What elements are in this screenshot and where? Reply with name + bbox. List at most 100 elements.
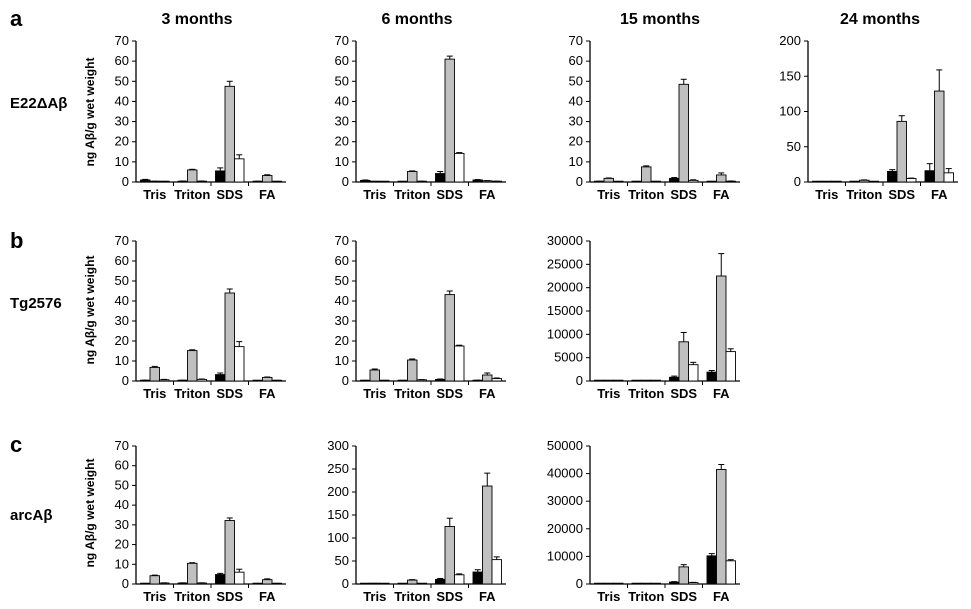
- x-tick-label: FA: [259, 187, 276, 202]
- bar-series-1: [360, 179, 371, 183]
- bar-series-2: [224, 520, 235, 585]
- x-tick-label: FA: [713, 187, 730, 202]
- column-header-3-months: 3 months: [161, 11, 232, 28]
- y-tick-label: 60: [115, 253, 129, 268]
- x-tick-label: Triton: [394, 187, 430, 202]
- y-tick-label: 10: [335, 154, 349, 169]
- bar-series-1: [669, 376, 680, 382]
- bar-series-2: [716, 174, 727, 183]
- bar-series-3: [234, 346, 245, 382]
- x-tick-label: Tris: [143, 589, 166, 604]
- x-tick-label: SDS: [670, 187, 697, 202]
- x-tick-label: FA: [259, 589, 276, 604]
- x-tick-label: FA: [259, 386, 276, 401]
- x-tick-label: FA: [479, 187, 496, 202]
- y-tick-label: 100: [327, 530, 349, 545]
- bar-series-1: [706, 371, 717, 382]
- y-tick-label: 15000: [547, 303, 583, 318]
- y-tick-label: 10: [115, 154, 129, 169]
- x-tick-label: Tris: [815, 187, 838, 202]
- bar-series-2: [482, 374, 493, 382]
- x-tick-label: Tris: [143, 187, 166, 202]
- bar-series-2: [224, 292, 235, 382]
- x-tick-label: FA: [931, 187, 948, 202]
- panel-c-15-months: 0 10000 20000 30000 40000 50000 Tris Triton SDS F…: [547, 438, 740, 604]
- bar-series-2: [482, 485, 493, 585]
- x-tick-label: SDS: [216, 386, 243, 401]
- y-tick-label: 40: [335, 293, 349, 308]
- bar-series-2: [149, 575, 160, 585]
- bar-series-2: [407, 359, 418, 382]
- y-tick-label: 20000: [547, 521, 583, 536]
- y-tick-label: 30: [335, 313, 349, 328]
- y-tick-label: 40000: [547, 466, 583, 481]
- y-tick-label: 70: [115, 33, 129, 48]
- y-tick-label: 30: [115, 313, 129, 328]
- y-tick-label: 25000: [547, 256, 583, 271]
- x-tick-label: Tris: [363, 589, 386, 604]
- x-tick-label: SDS: [436, 386, 463, 401]
- x-tick-label: Triton: [174, 187, 210, 202]
- bar-series-2: [149, 366, 160, 382]
- bar-series-2: [187, 169, 198, 183]
- y-tick-label: 30: [115, 517, 129, 532]
- y-tick-label: 70: [115, 438, 129, 453]
- row-letter-a: a: [10, 6, 23, 31]
- row-letter-c: c: [10, 432, 22, 457]
- bar-series-2: [369, 369, 380, 382]
- bar-series-3: [725, 351, 736, 382]
- y-tick-label: 0: [122, 174, 129, 189]
- x-tick-label: SDS: [436, 589, 463, 604]
- y-tick-label: 5000: [554, 350, 583, 365]
- y-tick-label: 0: [122, 373, 129, 388]
- bar-series-3: [491, 378, 502, 382]
- y-tick-label: 40: [115, 93, 129, 108]
- panel-c-3-months: 0 10 20 30 40 50 60 70 Tris Triton SDS FA: [115, 438, 286, 604]
- bar-series-1: [215, 170, 226, 183]
- x-tick-label: Triton: [174, 589, 210, 604]
- x-tick-label: SDS: [436, 187, 463, 202]
- bar-series-3: [159, 379, 170, 382]
- bar-series-2: [641, 166, 652, 183]
- x-tick-label: Tris: [363, 187, 386, 202]
- bar-series-2: [262, 175, 273, 183]
- bar-series-1: [435, 578, 446, 585]
- bar-series-3: [454, 345, 465, 382]
- y-tick-label: 30: [569, 114, 583, 129]
- y-tick-label: 20000: [547, 280, 583, 295]
- y-tick-label: 50: [335, 73, 349, 88]
- bar-series-1: [706, 555, 717, 585]
- y-tick-label: 10: [115, 353, 129, 368]
- panel-a-3-months: 0 10 20 30 40 50 60 70 Tris Triton SDS FA: [115, 33, 286, 202]
- x-tick-label: Tris: [597, 187, 620, 202]
- y-tick-label: 60: [115, 53, 129, 68]
- y-tick-label: 60: [115, 458, 129, 473]
- column-header-6-months: 6 months: [381, 11, 452, 28]
- bar-series-3: [234, 158, 245, 183]
- bar-series-2: [678, 83, 689, 183]
- row-model-arcab: arcAβ: [10, 507, 53, 524]
- panel-c-6-months: 0 50 100 150 200 250 300 Tris Triton SDS FA: [327, 438, 506, 604]
- y-tick-label: 20: [569, 134, 583, 149]
- bar-series-2: [444, 526, 455, 585]
- y-tick-label: 150: [327, 507, 349, 522]
- y-tick-label: 0: [576, 373, 583, 388]
- bar-series-1: [215, 574, 226, 585]
- row-letter-b: b: [10, 228, 23, 253]
- bar-series-1: [472, 571, 483, 585]
- y-tick-label: 30: [115, 114, 129, 129]
- x-tick-label: FA: [713, 386, 730, 401]
- bar-series-3: [454, 574, 465, 585]
- bar-series-3: [491, 559, 502, 585]
- bar-series-1: [887, 170, 898, 183]
- panel-a-15-months: 0 10 20 30 40 50 60 70 Tris Triton SDS FA: [569, 33, 740, 202]
- y-tick-label: 10: [115, 556, 129, 571]
- y-tick-label: 20: [115, 134, 129, 149]
- y-tick-label: 50: [787, 139, 801, 154]
- y-tick-label: 30: [335, 114, 349, 129]
- y-tick-label: 70: [335, 233, 349, 248]
- bar-series-2: [187, 562, 198, 585]
- bar-series-3: [196, 378, 207, 382]
- x-tick-label: Tris: [363, 386, 386, 401]
